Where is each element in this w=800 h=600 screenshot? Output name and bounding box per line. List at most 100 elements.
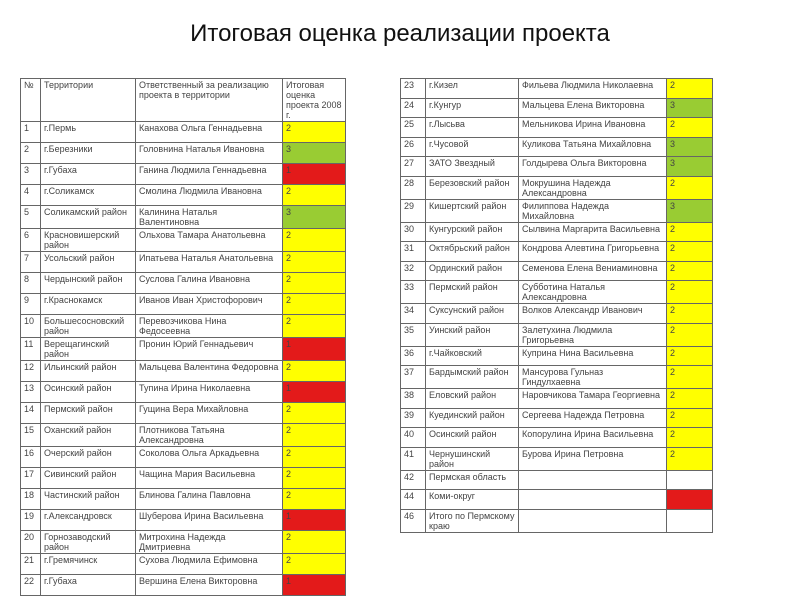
score-cell: 2	[282, 423, 346, 447]
number-cell: 14	[20, 402, 41, 424]
number-cell: 2	[20, 142, 41, 164]
person-cell: Кондрова Алевтина Григорьевна	[518, 241, 667, 262]
score-cell	[666, 469, 713, 490]
number-cell: 11	[20, 337, 41, 361]
score-cell: 2	[666, 175, 713, 200]
number-cell: 9	[20, 293, 41, 315]
number-cell: 3	[20, 163, 41, 185]
territory-cell: г.Кунгур	[425, 97, 519, 118]
score-cell: 2	[282, 272, 346, 294]
table-row: 22 г.Губаха Вершина Елена Викторовна 1	[20, 574, 346, 596]
table-row: 41 Чернушинский район Бурова Ирина Петровн…	[400, 446, 713, 471]
score-cell: 2	[282, 446, 346, 468]
score-cell: 2	[282, 293, 346, 315]
territory-cell: Коми-округ	[425, 489, 519, 510]
number-cell: 36	[400, 345, 426, 366]
territory-cell: Усольский район	[40, 251, 136, 273]
table-row: 35 Уинский район Залетухина Людмила Григор…	[400, 322, 713, 347]
score-cell: 2	[666, 303, 713, 324]
territory-cell: г.Чайковский	[425, 345, 519, 366]
number-cell: 35	[400, 322, 426, 347]
number-cell: 12	[20, 360, 41, 382]
score-cell: 2	[666, 446, 713, 471]
number-cell: 7	[20, 251, 41, 273]
territory-cell: Пермский район	[425, 280, 519, 304]
table-row: 37 Бардымский район Мансурова Гульназ Гинд…	[400, 365, 713, 389]
table-row: 12 Ильинский район Мальцева Валентина Федо…	[20, 360, 346, 382]
territory-cell: Ординский район	[425, 260, 519, 281]
number-cell: 39	[400, 407, 426, 428]
territory-cell: ЗАТО Звездный	[425, 156, 519, 177]
score-cell: 3	[666, 97, 713, 118]
territory-cell: Красновишерский район	[40, 228, 136, 252]
territory-cell: Уинский район	[425, 322, 519, 347]
score-cell: 3	[666, 136, 713, 157]
territory-cell: г.Гремячинск	[40, 553, 136, 575]
person-cell	[518, 508, 667, 533]
number-cell: 34	[400, 303, 426, 324]
score-cell: 2	[666, 117, 713, 138]
score-cell: 2	[282, 251, 346, 273]
person-cell: Сылвина Маргарита Васильевна	[518, 221, 667, 242]
table-row: 19 г.Александровск Шуберова Ирина Васильев…	[20, 509, 346, 531]
table-row: 1 г.Пермь Канахова Ольга Геннадьевна 2	[20, 121, 346, 143]
score-cell: 2	[666, 427, 713, 448]
territory-cell: Верещагинский район	[40, 337, 136, 361]
number-cell: 1	[20, 121, 41, 143]
territory-cell: Березовский район	[425, 175, 519, 200]
header-cell: №	[20, 78, 41, 122]
territory-cell: Большесосновский район	[40, 314, 136, 338]
territory-cell: г.Александровск	[40, 509, 136, 531]
score-cell: 2	[666, 365, 713, 389]
table-row: 29 Кишертский район Филиппова Надежда Миха…	[400, 198, 713, 223]
score-cell: 1	[282, 163, 346, 185]
left-table: № Территории Ответственный за реализацию п…	[20, 78, 346, 596]
table-row: 16 Очерский район Соколова Ольга Аркадьевн…	[20, 446, 346, 468]
territory-cell: Сивинский район	[40, 467, 136, 489]
number-cell: 19	[20, 509, 41, 531]
table-row: 28 Березовский район Мокрушина Надежда Але…	[400, 175, 713, 200]
person-cell: Вершина Елена Викторовна	[135, 574, 283, 596]
number-cell: 8	[20, 272, 41, 294]
territory-cell: Бардымский район	[425, 365, 519, 389]
table-row: 11 Верещагинский район Пронин Юрий Геннадь…	[20, 337, 346, 361]
territory-cell: Пермский район	[40, 402, 136, 424]
person-cell: Пронин Юрий Геннадьевич	[135, 337, 283, 361]
score-cell: 2	[282, 402, 346, 424]
territory-cell: Чернушинский район	[425, 446, 519, 471]
territory-cell: Чердынский район	[40, 272, 136, 294]
person-cell: Блинова Галина Павловна	[135, 488, 283, 510]
person-cell: Гущина Вера Михайловна	[135, 402, 283, 424]
score-cell: 2	[666, 78, 713, 99]
number-cell: 41	[400, 446, 426, 471]
number-cell: 24	[400, 97, 426, 118]
table-row: 5 Соликамский район Калинина Наталья Вален…	[20, 205, 346, 229]
score-cell: 3	[282, 205, 346, 229]
person-cell: Головнина Наталья Ивановна	[135, 142, 283, 164]
table-row: 27 ЗАТО Звездный Голдырева Ольга Викторовн…	[400, 156, 713, 177]
score-cell	[666, 489, 713, 510]
person-cell: Иванов Иван Христофорович	[135, 293, 283, 315]
table-row: 36 г.Чайковский Куприна Нина Васильевна 2	[400, 345, 713, 366]
number-cell: 32	[400, 260, 426, 281]
number-cell: 5	[20, 205, 41, 229]
territory-cell: г.Губаха	[40, 163, 136, 185]
table-row: 20 Горнозаводский район Митрохина Надежда …	[20, 530, 346, 554]
person-cell: Залетухина Людмила Григорьевна	[518, 322, 667, 347]
right-table: 23 г.Кизел Фильева Людмила Николаевна 2 24 г.…	[400, 78, 713, 533]
number-cell: 15	[20, 423, 41, 447]
person-cell: Мельникова Ирина Ивановна	[518, 117, 667, 138]
table-row: 15 Оханский район Плотникова Татьяна Алекс…	[20, 423, 346, 447]
person-cell: Бурова Ирина Петровна	[518, 446, 667, 471]
score-cell: 2	[282, 467, 346, 489]
territory-cell: Октябрьский район	[425, 241, 519, 262]
territory-cell: г.Губаха	[40, 574, 136, 596]
territory-cell: Еловский район	[425, 388, 519, 409]
number-cell: 30	[400, 221, 426, 242]
territory-cell: Куединский район	[425, 407, 519, 428]
table-row: 17 Сивинский район Чащина Мария Васильевна…	[20, 467, 346, 489]
person-cell: Митрохина Надежда Дмитриевна	[135, 530, 283, 554]
score-cell: 2	[666, 260, 713, 281]
score-cell: 2	[666, 345, 713, 366]
number-cell: 40	[400, 427, 426, 448]
